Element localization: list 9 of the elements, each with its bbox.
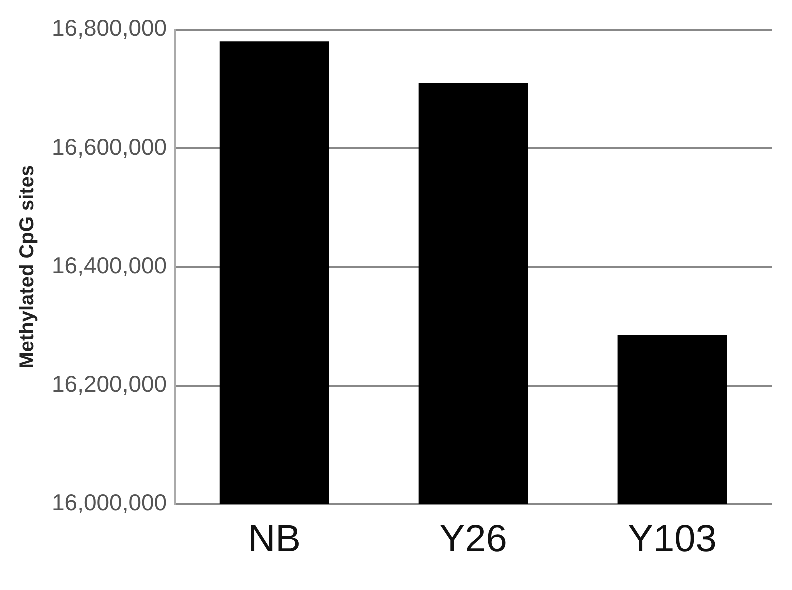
y-axis-title: Methylated CpG sites — [16, 165, 39, 369]
y-tick-label: 16,600,000 — [52, 134, 168, 160]
y-tick-label: 16,800,000 — [52, 15, 168, 42]
y-tick-label: 16,000,000 — [52, 490, 168, 516]
y-tick-label: 16,200,000 — [52, 371, 168, 398]
x-tick-label: Y26 — [440, 518, 508, 561]
y-tick-label: 16,400,000 — [52, 252, 168, 278]
x-tick-label: NB — [248, 518, 301, 561]
x-tick-label: Y103 — [628, 518, 717, 561]
